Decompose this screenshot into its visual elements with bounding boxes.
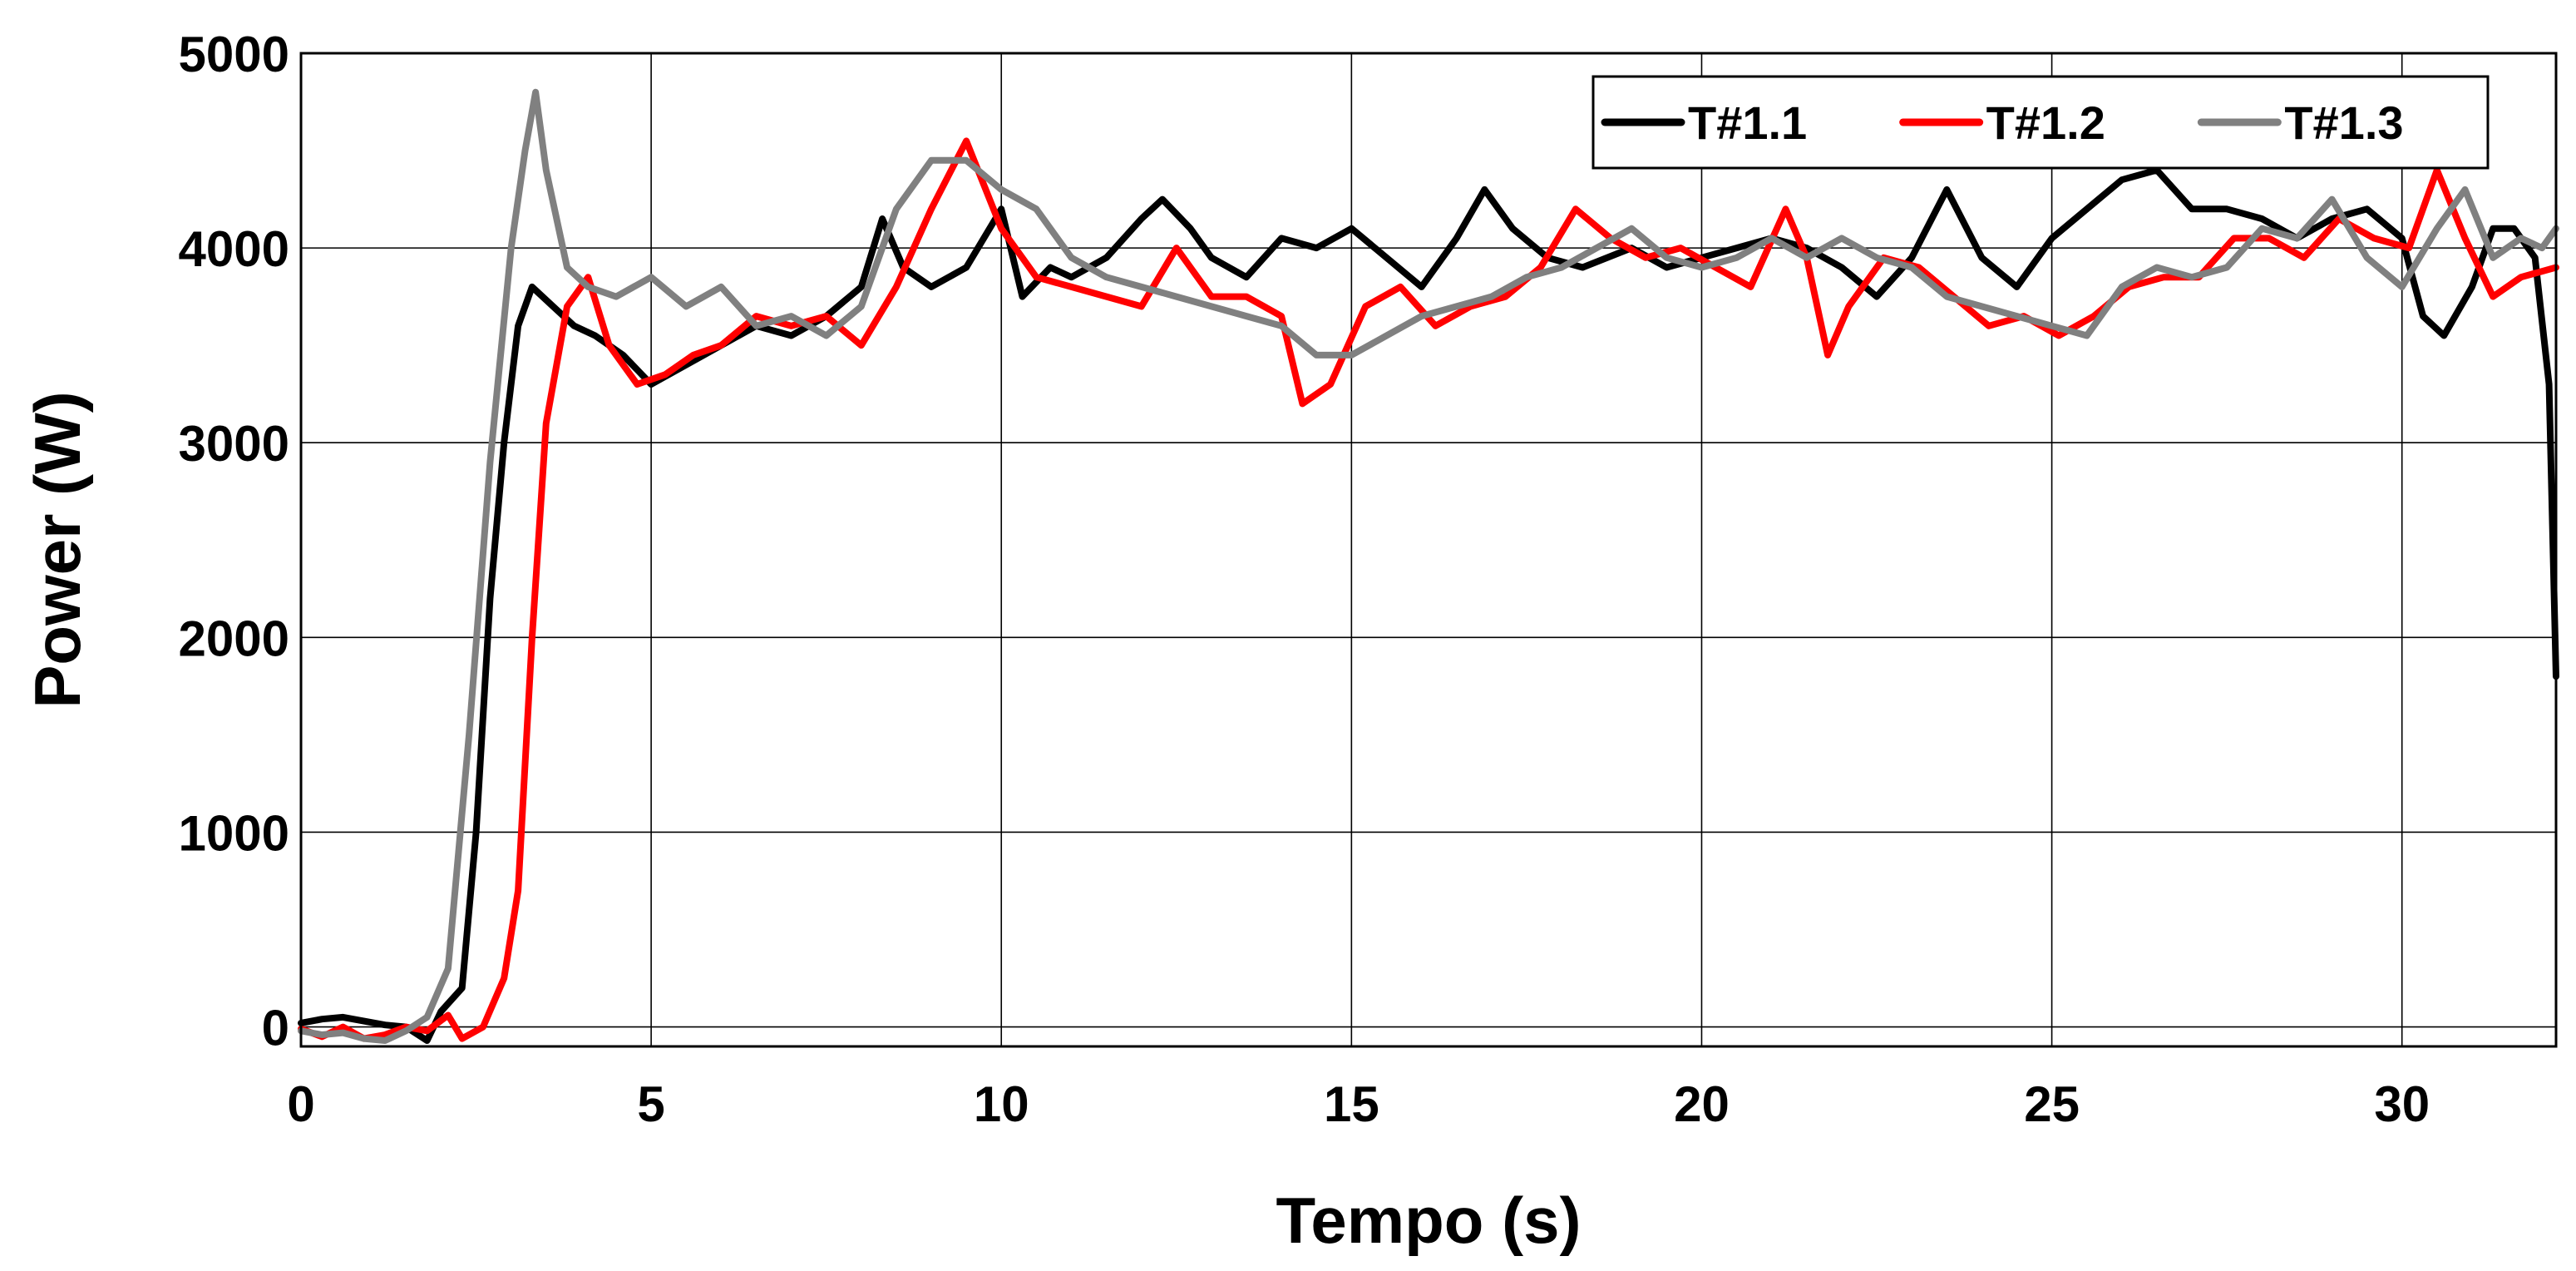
y-tick-label: 5000 xyxy=(179,27,289,82)
x-axis-title: Tempo (s) xyxy=(1276,1184,1582,1257)
series-line-2 xyxy=(298,137,2559,1042)
legend: T#1.1 T#1.2 T#1.3 xyxy=(1591,75,2490,170)
x-tick-label: 10 xyxy=(974,1076,1029,1132)
x-tick-label: 0 xyxy=(287,1076,314,1132)
y-tick-label: 4000 xyxy=(179,221,289,277)
legend-label: T#1.3 xyxy=(2284,96,2403,149)
legend-label: T#1.2 xyxy=(1986,96,2105,149)
y-axis-ticks: 0 1000 2000 3000 4000 5000 xyxy=(179,27,289,1056)
legend-box xyxy=(1591,75,2490,170)
x-axis-ticks: 0 5 10 15 20 25 30 xyxy=(287,1076,2430,1132)
x-tick-label: 20 xyxy=(1674,1076,1730,1132)
y-tick-label: 0 xyxy=(262,1001,289,1056)
x-tick-label: 15 xyxy=(1324,1076,1379,1132)
legend-label: T#1.1 xyxy=(1688,96,1807,149)
legend-items: T#1.1 T#1.2 T#1.3 xyxy=(1601,96,2404,149)
series-lines xyxy=(298,88,2559,1044)
y-tick-label: 3000 xyxy=(179,416,289,472)
x-tick-label: 5 xyxy=(637,1076,664,1132)
y-axis-title: Power (W) xyxy=(21,391,94,708)
series-line-1 xyxy=(298,166,2559,1044)
x-tick-label: 30 xyxy=(2374,1076,2430,1132)
x-tick-label: 25 xyxy=(2024,1076,2080,1132)
y-tick-label: 2000 xyxy=(179,611,289,666)
y-tick-label: 1000 xyxy=(179,805,289,861)
plot-frame xyxy=(299,52,2558,1048)
series-line-3 xyxy=(298,88,2559,1044)
